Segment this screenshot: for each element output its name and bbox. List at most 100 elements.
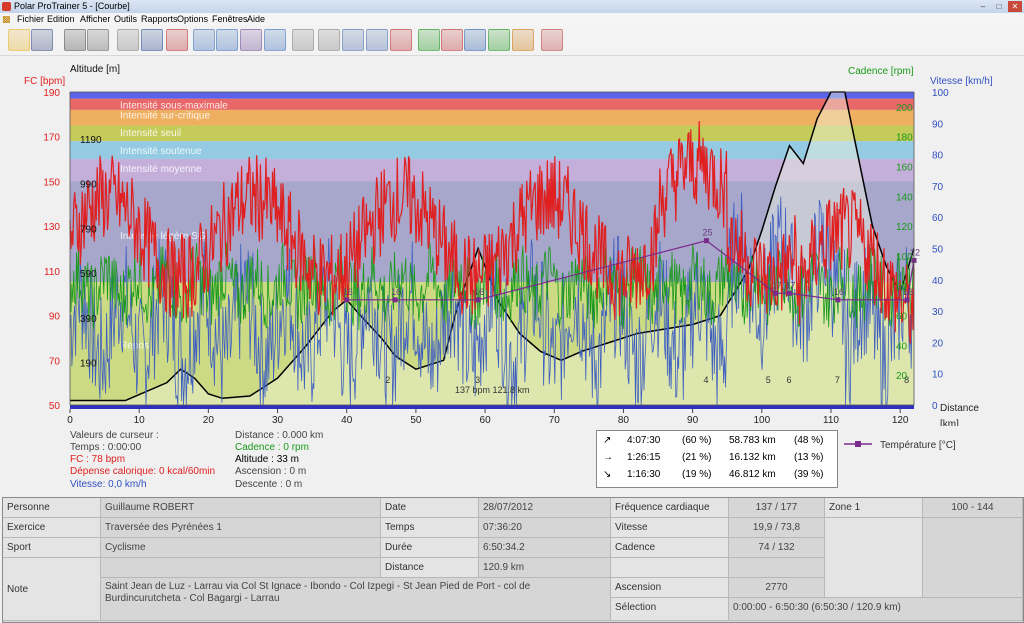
- note-label: Note: [3, 558, 101, 621]
- menu-aide[interactable]: Aide: [247, 14, 266, 24]
- lap-marker-label: 2: [385, 375, 390, 385]
- temperature-value-label: 16: [343, 287, 353, 297]
- cursor-time: Temps : 0:00:00: [70, 442, 142, 453]
- speed-tick-label: 0: [932, 401, 938, 412]
- settings2-icon[interactable]: [87, 29, 109, 51]
- summary-dist: 46.812 km: [729, 469, 776, 480]
- cursor-descent: Descente : 0 m: [235, 479, 303, 490]
- cadence-tick-label: 120: [896, 222, 913, 233]
- zone-label: Intensité moyenne: [120, 164, 202, 175]
- cursor-panel: Valeurs de curseur : Temps : 0:00:00 FC …: [0, 426, 1024, 494]
- date-label: Date: [381, 498, 479, 518]
- cursor-altitude: Altitude : 33 m: [235, 454, 299, 465]
- close-icon[interactable]: ✕: [1008, 1, 1022, 12]
- lap-icon[interactable]: [366, 29, 388, 51]
- menu-fichier[interactable]: Fichier: [17, 14, 45, 24]
- temperature-point: [703, 238, 709, 244]
- marker-icon[interactable]: [342, 29, 364, 51]
- speed-tick-label: 20: [932, 338, 944, 349]
- hr-tick-label: 110: [44, 267, 60, 278]
- persons-icon[interactable]: [541, 29, 563, 51]
- blank-value-1: [729, 558, 825, 578]
- hr-tick-label: 70: [49, 356, 61, 367]
- chart2-icon[interactable]: [441, 29, 463, 51]
- selection-value: 0:00:00 - 6:50:30 (6:50:30 / 120.9 km): [729, 598, 1023, 621]
- x-tick-label: 90: [687, 415, 699, 426]
- temperature-value-label: 16: [391, 287, 401, 297]
- ascension-label: Ascension: [611, 578, 729, 598]
- speed-tick-label: 70: [932, 182, 944, 193]
- hr-zone-band: [70, 109, 914, 126]
- temperature-value-label: 16: [903, 287, 913, 297]
- x-tick-label: 60: [480, 415, 492, 426]
- altitude-fill: [70, 92, 914, 405]
- temperature-legend: Température [°C]: [844, 440, 956, 451]
- menu-edition[interactable]: Edition: [47, 14, 75, 24]
- zoom-icon[interactable]: [292, 29, 314, 51]
- wave-icon[interactable]: [390, 29, 412, 51]
- settings-icon[interactable]: [64, 29, 86, 51]
- curve-icon[interactable]: [193, 29, 215, 51]
- altitude-tick-label: 390: [80, 314, 97, 325]
- x-tick-label: 50: [410, 415, 422, 426]
- personne-label: Personne: [3, 498, 101, 518]
- user-icon[interactable]: [166, 29, 188, 51]
- save-icon[interactable]: [31, 29, 53, 51]
- hr-tick-label: 50: [49, 401, 61, 412]
- menu-fenetres[interactable]: Fenêtres: [212, 14, 248, 24]
- menu-outils[interactable]: Outils: [114, 14, 138, 24]
- speed-axis-title: Vitesse [km/h]: [930, 76, 993, 87]
- menu-afficher[interactable]: Afficher: [80, 14, 111, 24]
- zone-blank: [825, 518, 923, 598]
- maximize-icon[interactable]: □: [996, 2, 1002, 11]
- altitude-tick-label: 190: [80, 359, 97, 370]
- chart3-icon[interactable]: [464, 29, 486, 51]
- cursor-speed: Vitesse: 0,0 km/h: [70, 479, 147, 490]
- summary-time: 1:16:30: [627, 469, 661, 480]
- cadence-tick-label: 100: [896, 252, 913, 263]
- altitude-tick-label: 990: [80, 180, 97, 191]
- temperature-point: [835, 297, 841, 303]
- speed-line: [69, 192, 915, 407]
- list-icon[interactable]: [264, 29, 286, 51]
- zone-label: Intensité soutenue: [120, 146, 202, 157]
- speed-tick-label: 40: [932, 276, 944, 287]
- hr-tick-label: 170: [43, 133, 60, 144]
- x-tick-label: 40: [341, 415, 353, 426]
- summary-dist: 16.132 km: [729, 452, 776, 463]
- lap-marker-label: 8: [904, 375, 909, 385]
- zone-value: 100 - 144: [923, 498, 1023, 518]
- fc-value: 137 / 177: [729, 498, 825, 518]
- x-tick-label: 10: [134, 415, 146, 426]
- summary-pct: (21 %): [682, 452, 712, 463]
- cursor-annotation: 137 bpm 121.8 km: [455, 385, 530, 395]
- menu-rapports[interactable]: Rapports: [141, 14, 178, 24]
- temperature-point: [344, 297, 350, 303]
- cadence-tick-label: 180: [896, 133, 913, 144]
- ascension-value: 2770: [729, 578, 825, 598]
- zone-label: Zone 1: [825, 498, 923, 518]
- chart4-icon[interactable]: [488, 29, 510, 51]
- chart5-icon[interactable]: [512, 29, 534, 51]
- cursor-kcal: Dépense calorique: 0 kcal/60min: [70, 466, 216, 477]
- summary-time: 4:07:30: [627, 435, 661, 446]
- scale-icon[interactable]: [318, 29, 340, 51]
- temperature-point: [392, 297, 398, 303]
- minimize-icon[interactable]: –: [980, 2, 986, 11]
- bars-icon[interactable]: [216, 29, 238, 51]
- open-folder-icon[interactable]: [8, 29, 30, 51]
- altitude-line: [70, 91, 915, 402]
- personne-value: Guillaume ROBERT: [101, 498, 381, 518]
- sport-value: Cyclisme: [101, 538, 381, 558]
- menu-options[interactable]: Options: [177, 14, 209, 24]
- percent-icon[interactable]: [240, 29, 262, 51]
- book-icon[interactable]: [141, 29, 163, 51]
- chart1-icon[interactable]: [418, 29, 440, 51]
- plot-frame: [69, 91, 915, 406]
- calendar-icon[interactable]: [117, 29, 139, 51]
- note-value: Saint Jean de Luz - Larrau via Col St Ig…: [101, 578, 611, 621]
- speed-tick-label: 60: [932, 213, 944, 224]
- hr-zone-band: [70, 92, 914, 99]
- temperature-legend-label: Température [°C]: [880, 440, 956, 451]
